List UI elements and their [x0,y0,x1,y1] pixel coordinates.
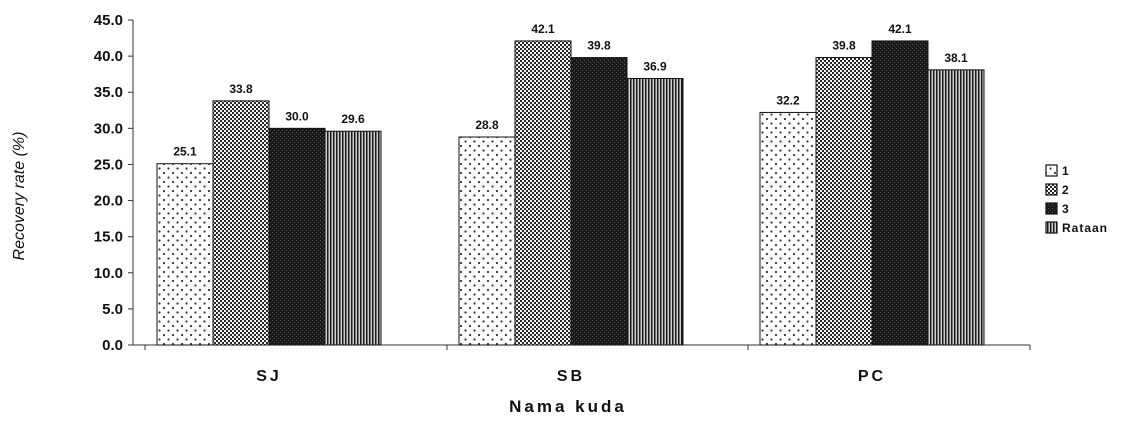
bar-sj-series-2 [212,100,270,346]
y-tick-label: 30.0 [94,120,123,137]
bar-sj-series-1 [156,163,214,346]
y-tick-label: 5.0 [102,301,123,318]
legend-swatch-4 [1045,221,1058,234]
y-tick-label: 15.0 [94,229,123,246]
y-tick-label: 40.0 [94,48,123,65]
y-tick-label: 20.0 [94,193,123,210]
data-label: 30.0 [285,109,309,123]
data-label: 39.8 [832,39,856,53]
x-category-label: SJ [256,368,282,385]
data-label: 32.2 [776,93,800,107]
bar-sj-series-4 [324,130,382,346]
bar-sb-series-3 [570,57,628,346]
bar-pc-series-1 [759,111,817,346]
legend-label: 1 [1062,164,1070,178]
y-axis-title: Recovery rate (%) [11,132,28,261]
bar-pc-series-4 [927,69,985,346]
bar-sj-series-3 [268,127,326,346]
data-label: 36.9 [643,60,667,74]
y-tick-label: 10.0 [94,265,123,282]
data-label: 33.8 [229,82,253,96]
x-axis-title: Nama kuda [509,397,627,416]
data-label: 38.1 [944,51,968,65]
legend-swatch-3 [1045,202,1058,215]
data-label: 29.6 [341,112,365,126]
y-tick-label: 25.0 [94,156,123,173]
legend-label: 3 [1062,202,1070,216]
bar-sb-series-2 [514,40,572,346]
legend-swatch-2 [1045,183,1058,196]
data-label: 39.8 [587,39,611,53]
y-tick-label: 45.0 [94,12,123,29]
x-category-label: SB [557,368,585,385]
x-category-label: PC [858,368,886,385]
data-label: 28.8 [475,118,499,132]
legend: 1 2 3 Rataan [1045,164,1108,235]
data-label: 25.1 [173,145,197,159]
legend-label: 2 [1062,183,1070,197]
data-labels: 25.1 33.8 30.0 29.6 28.8 42.1 39.8 36.9 32.2 39.8… [173,22,968,159]
y-tick-label: 0.0 [102,337,123,354]
bar-sb-series-1 [458,136,516,346]
bar-pc-series-3 [871,40,929,346]
bar-sb-series-4 [626,78,684,346]
legend-swatch-1 [1045,164,1058,177]
bar-pc-series-2 [815,57,873,346]
legend-label: Rataan [1062,221,1108,235]
data-label: 42.1 [888,22,912,36]
data-label: 42.1 [531,22,555,36]
y-tick-label: 35.0 [94,84,123,101]
bars [156,40,985,346]
